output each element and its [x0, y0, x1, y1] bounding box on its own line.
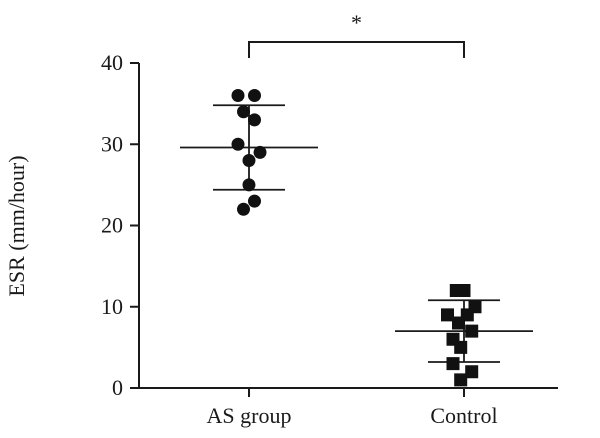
data-point-circle [237, 202, 250, 216]
x-categories: AS group Control [207, 388, 498, 428]
y-tick-label: 30 [101, 131, 123, 156]
y-ticks: 0 10 20 30 40 [101, 50, 139, 400]
data-point-circle [248, 113, 261, 127]
significance-bracket: * [248, 10, 465, 58]
data-point-square [452, 316, 465, 330]
data-point-square [446, 357, 460, 371]
data-point-square [454, 373, 468, 387]
y-tick-label: 0 [112, 375, 123, 400]
data-point-square [465, 365, 479, 379]
data-point-circle [253, 145, 267, 159]
data-point-circle [237, 105, 250, 119]
data-point-square [441, 308, 454, 322]
data-point-circle [248, 89, 261, 102]
significance-label: * [351, 10, 362, 35]
data-point-circle [242, 154, 256, 167]
data-points [231, 89, 482, 387]
y-tick-label: 40 [101, 50, 123, 75]
x-tick-label: AS group [207, 403, 292, 428]
data-point-circle [248, 194, 261, 208]
x-tick-label: Control [430, 403, 497, 428]
data-point-circle [231, 89, 245, 102]
data-point-square [465, 324, 479, 338]
data-point-square [454, 340, 468, 354]
y-tick-label: 10 [101, 294, 123, 319]
data-point-circle [242, 178, 256, 192]
data-point-circle [231, 137, 245, 151]
y-tick-label: 20 [101, 213, 123, 238]
y-axis-title: ESR (mm/hour) [4, 155, 29, 296]
data-point-square [457, 284, 471, 297]
bracket-line [248, 41, 465, 58]
